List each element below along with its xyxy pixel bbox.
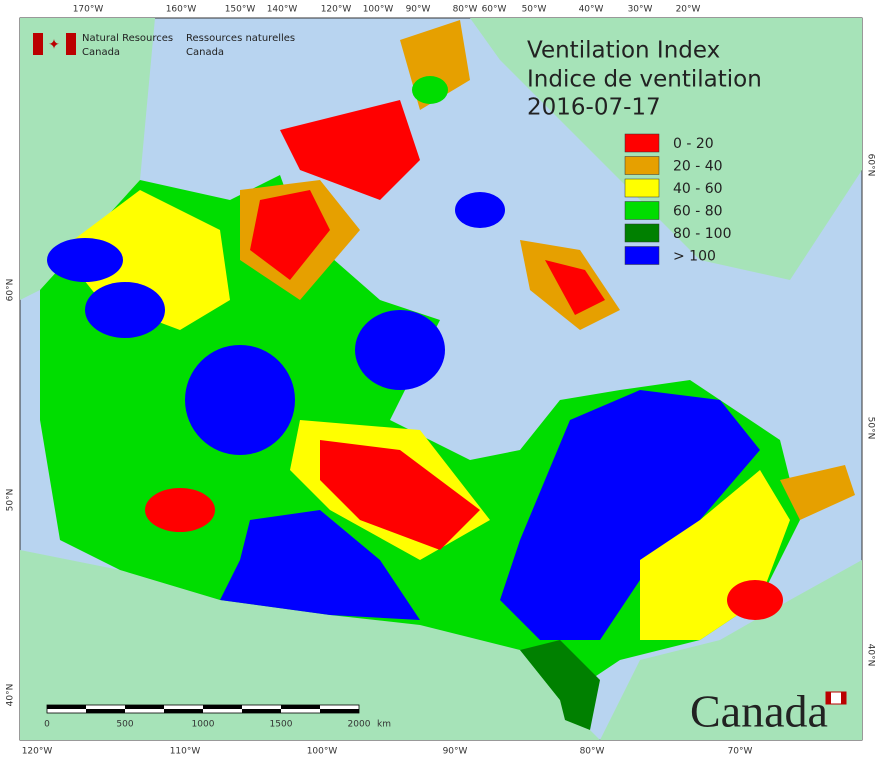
lon-label: 80°W <box>453 5 478 15</box>
title: Indice de ventilation <box>527 67 762 93</box>
legend-label: 80 - 100 <box>673 226 732 242</box>
scale-segment <box>86 709 125 713</box>
lon-label: 70°W <box>728 747 753 757</box>
wordmark-flag <box>826 692 831 704</box>
lat-label: 50°N <box>866 417 876 440</box>
legend-swatch <box>624 246 660 265</box>
neighbor-land <box>20 18 862 740</box>
scale-label: 1500 <box>270 720 293 730</box>
org-fr: Ressources naturelles <box>186 33 295 44</box>
lat-label: 40°N <box>6 684 16 707</box>
lon-label: 90°W <box>443 747 468 757</box>
scale-segment <box>281 705 320 709</box>
org-en: Canada <box>82 47 120 58</box>
lon-label: 120°W <box>22 747 53 757</box>
legend-label: 60 - 80 <box>673 204 723 220</box>
title: Ventilation Index <box>527 38 720 64</box>
wordmark-flag <box>841 692 846 704</box>
legend-swatch <box>624 156 660 175</box>
legend-label: 20 - 40 <box>673 159 723 175</box>
lon-label: 60°W <box>482 5 507 15</box>
legend-label: 40 - 60 <box>673 181 723 197</box>
lon-label: 100°W <box>363 5 394 15</box>
legend-label: 0 - 20 <box>673 136 714 152</box>
org-fr: Canada <box>186 47 224 58</box>
scale-segment <box>125 705 164 709</box>
lat-label: 60°N <box>6 279 16 302</box>
scale-segment <box>242 709 281 713</box>
lon-label: 80°W <box>580 747 605 757</box>
scale-label: 0 <box>44 720 50 730</box>
lon-label: 50°W <box>522 5 547 15</box>
flag-leaf: ✦ <box>48 37 60 53</box>
lon-label: 170°W <box>73 5 104 15</box>
flag-bar <box>66 33 76 55</box>
date: 2016-07-17 <box>527 95 661 121</box>
scale-segment <box>203 705 242 709</box>
scale-label: 2000 <box>348 720 371 730</box>
lon-label: 110°W <box>170 747 201 757</box>
lon-label: 140°W <box>267 5 298 15</box>
org-en: Natural Resources <box>82 33 173 44</box>
lon-label: 160°W <box>166 5 197 15</box>
legend-swatch <box>624 133 660 153</box>
scale-segment <box>320 709 359 713</box>
scale-segment <box>164 709 203 713</box>
lon-label: 40°W <box>579 5 604 15</box>
legend-swatch <box>624 178 660 198</box>
scale-segment <box>47 705 86 709</box>
legend-swatch <box>624 223 660 243</box>
scale-unit: km <box>377 720 391 730</box>
lat-label: 40°N <box>866 644 876 667</box>
scale-label: 500 <box>116 720 133 730</box>
scale-bar: 0 500 1000 1500 2000 km <box>44 704 391 730</box>
index-map <box>40 20 855 730</box>
lon-label: 90°W <box>406 5 431 15</box>
legend: 0 - 20 20 - 40 40 - 60 60 - 80 80 - 100 > 100 <box>624 133 732 265</box>
scale-label: 1000 <box>192 720 215 730</box>
legend-swatch <box>624 201 660 220</box>
lon-label: 100°W <box>307 747 338 757</box>
legend-label: > 100 <box>673 249 716 265</box>
wordmark: Canada <box>690 686 828 737</box>
lon-label: 150°W <box>225 5 256 15</box>
header: ✦ Natural Resources Canada Ressources na… <box>33 33 295 58</box>
lat-label: 50°N <box>6 489 16 512</box>
lon-label: 30°W <box>628 5 653 15</box>
lon-label: 120°W <box>321 5 352 15</box>
flag-bar <box>33 33 43 55</box>
lon-label: 20°W <box>676 5 701 15</box>
lat-label: 60°N <box>866 154 876 177</box>
